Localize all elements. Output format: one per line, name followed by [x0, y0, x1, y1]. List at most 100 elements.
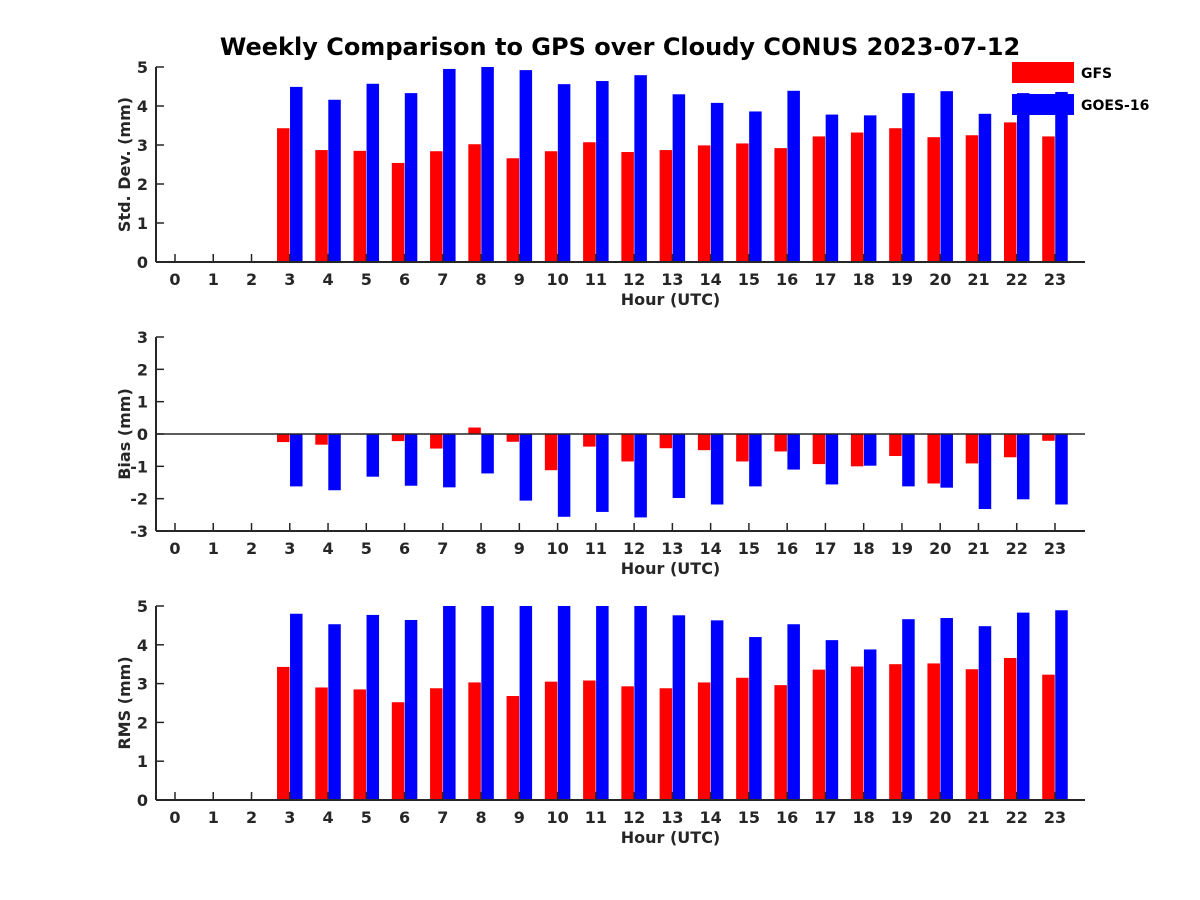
bar-gfs-hour-22: [1003, 434, 1017, 458]
y-tick-label: 1: [137, 752, 148, 771]
x-tick-label: 10: [546, 808, 568, 827]
bar-gfs-hour-15: [736, 434, 749, 462]
bar-goes-16-hour-21: [978, 626, 992, 800]
bar-gfs-hour-7: [430, 688, 443, 800]
bar-goes-16-hour-4: [328, 434, 341, 491]
legend: GFS GOES-16: [1012, 62, 1149, 115]
x-tick-label: 12: [623, 539, 645, 558]
x-tick-label: 2: [246, 270, 257, 289]
bar-gfs-hour-21: [965, 135, 979, 262]
x-tick-label: 3: [284, 270, 295, 289]
bar-goes-16-hour-5: [366, 614, 380, 800]
bar-gfs-hour-11: [583, 142, 596, 262]
y-tick-label: -3: [130, 522, 148, 541]
x-tick-label: 7: [437, 270, 448, 289]
bar-goes-16-hour-12: [634, 606, 647, 800]
bar-goes-16-hour-11: [596, 81, 609, 262]
bar-gfs-hour-4: [315, 434, 328, 445]
x-tick-label: 22: [1006, 808, 1028, 827]
bar-goes-16-hour-9: [519, 434, 533, 501]
x-tick-label: 5: [361, 808, 372, 827]
x-axis-label: Hour (UTC): [621, 559, 721, 578]
bar-goes-16-hour-12: [634, 434, 647, 518]
bar-goes-16-hour-5: [366, 83, 380, 263]
x-tick-label: 0: [169, 808, 180, 827]
bar-goes-16-hour-10: [557, 434, 571, 517]
bar-goes-16-hour-19: [902, 619, 915, 800]
x-tick-label: 17: [814, 808, 836, 827]
legend-swatch-gfs: [1012, 62, 1074, 83]
x-tick-label: 9: [514, 808, 525, 827]
y-tick-label: 2: [137, 360, 148, 379]
bar-gfs-hour-23: [1042, 136, 1055, 262]
x-tick-label: 4: [322, 539, 333, 558]
bar-gfs-hour-7: [430, 151, 443, 262]
x-tick-label: 21: [967, 539, 989, 558]
bar-goes-16-hour-10: [557, 84, 571, 262]
bar-goes-16-hour-18: [863, 434, 877, 466]
x-tick-label: 8: [476, 539, 487, 558]
x-tick-label: 3: [284, 808, 295, 827]
bar-goes-16-hour-8: [481, 434, 494, 474]
bar-gfs-hour-21: [965, 434, 979, 464]
x-tick-label: 13: [661, 808, 683, 827]
bar-gfs-hour-16: [774, 148, 787, 262]
x-tick-label: 20: [929, 539, 951, 558]
bar-gfs-hour-6: [391, 434, 405, 442]
bar-goes-16-hour-18: [863, 115, 877, 262]
bar-goes-16-hour-20: [940, 434, 953, 488]
bar-gfs-hour-23: [1042, 434, 1055, 441]
x-tick-label: 9: [514, 539, 525, 558]
y-tick-label: -2: [130, 490, 148, 509]
x-tick-label: 14: [700, 539, 722, 558]
x-tick-label: 20: [929, 808, 951, 827]
x-tick-label: 16: [776, 808, 798, 827]
bar-gfs-hour-13: [659, 688, 673, 800]
bar-goes-16-hour-8: [481, 606, 494, 800]
bar-goes-16-hour-16: [787, 90, 800, 262]
x-tick-label: 4: [322, 270, 333, 289]
bar-gfs-hour-16: [774, 434, 787, 452]
bar-goes-16-hour-7: [443, 68, 456, 262]
bar-gfs-hour-6: [391, 162, 405, 262]
x-axis-label: Hour (UTC): [621, 828, 721, 847]
x-tick-label: 8: [476, 270, 487, 289]
x-axis-label: Hour (UTC): [621, 290, 721, 309]
y-tick-label: 1: [137, 214, 148, 233]
bar-gfs-hour-3: [277, 666, 290, 800]
x-tick-label: 3: [284, 539, 295, 558]
bar-goes-16-hour-23: [1055, 91, 1068, 263]
bar-goes-16-hour-3: [290, 434, 303, 487]
legend-swatch-goes-16: [1012, 94, 1074, 115]
bar-gfs-hour-11: [583, 680, 596, 800]
bar-gfs-hour-8: [468, 427, 481, 434]
bar-goes-16-hour-8: [481, 67, 494, 262]
bar-gfs-hour-12: [621, 152, 634, 262]
bar-gfs-hour-13: [659, 150, 673, 262]
bar-gfs-hour-19: [889, 128, 902, 262]
bar-gfs-hour-17: [812, 669, 826, 800]
bar-gfs-hour-12: [621, 434, 634, 462]
bar-goes-16-hour-20: [940, 618, 953, 800]
bar-goes-16-hour-18: [863, 649, 877, 800]
x-tick-label: 11: [585, 270, 607, 289]
bar-goes-16-hour-14: [710, 102, 724, 262]
bar-gfs-hour-15: [736, 677, 749, 800]
x-tick-label: 5: [361, 539, 372, 558]
bar-goes-16-hour-21: [978, 434, 992, 510]
legend-label-goes-16: GOES-16: [1081, 98, 1149, 114]
x-tick-label: 1: [208, 539, 219, 558]
x-tick-label: 23: [1044, 539, 1066, 558]
y-axis-label: Bias (mm): [115, 388, 134, 480]
x-tick-label: 2: [246, 808, 257, 827]
bar-goes-16-hour-9: [519, 606, 533, 800]
bar-gfs-hour-23: [1042, 674, 1055, 800]
bar-goes-16-hour-20: [940, 91, 953, 263]
bar-gfs-hour-20: [927, 137, 940, 262]
bar-goes-16-hour-23: [1055, 434, 1068, 505]
x-tick-label: 13: [661, 270, 683, 289]
bar-goes-16-hour-22: [1016, 434, 1030, 500]
